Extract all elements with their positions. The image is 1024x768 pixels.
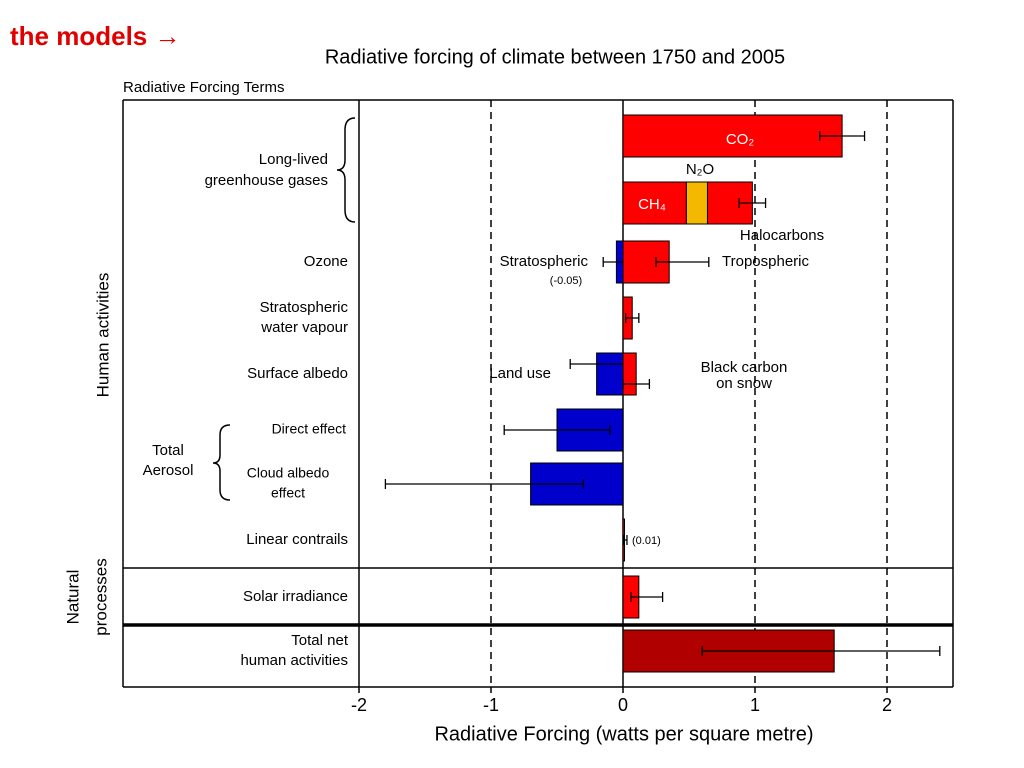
row-label: Ozone <box>304 253 348 270</box>
row-label: Cloud albedo <box>247 465 330 481</box>
bar-label: Black carbon <box>701 359 788 376</box>
value-label: (-0.05) <box>550 275 582 287</box>
row-label: Linear contrails <box>246 531 348 548</box>
error-bar <box>738 198 767 208</box>
row-label: Solar irradiance <box>243 588 348 605</box>
row-label: Stratospheric <box>260 299 349 316</box>
x-tick-label: -1 <box>483 695 499 715</box>
bar-label: Land use <box>489 365 551 382</box>
row-label: Surface albedo <box>247 365 348 382</box>
side-label: processes <box>91 558 110 635</box>
side-label: Human activities <box>93 273 112 398</box>
chart-subtitle: Radiative Forcing Terms <box>123 79 284 96</box>
brace <box>336 117 356 223</box>
row-label: Direct effect <box>272 421 347 437</box>
x-axis-label: Radiative Forcing (watts per square metr… <box>434 723 813 745</box>
page-header: the models → <box>10 21 180 51</box>
row-label: Total net <box>291 632 349 649</box>
row-label: human activities <box>240 652 348 669</box>
bar <box>685 181 708 225</box>
side-label: Natural <box>63 570 82 625</box>
bar-label: Stratospheric <box>500 253 589 270</box>
x-tick-label: 1 <box>750 695 760 715</box>
error-bar <box>624 313 640 323</box>
error-bar <box>622 379 651 389</box>
error-bar <box>819 131 866 141</box>
error-bar <box>701 646 941 656</box>
row-label: water vapour <box>260 319 348 336</box>
bar <box>596 352 624 396</box>
bar-label: on snow <box>716 375 772 392</box>
error-bar <box>622 535 628 545</box>
group-label: greenhouse gases <box>205 172 328 189</box>
group-label: Long-lived <box>259 151 328 168</box>
group-label: Total <box>152 442 184 459</box>
frame <box>122 99 954 688</box>
bar-label: CH₄ <box>638 196 666 213</box>
x-tick-label: -2 <box>351 695 367 715</box>
bar-label: N₂O <box>686 161 714 178</box>
bar <box>622 352 637 396</box>
bar-label: Halocarbons <box>740 227 824 244</box>
x-tick-label: 2 <box>882 695 892 715</box>
bar-label: CO₂ <box>726 131 755 148</box>
row-label: effect <box>271 485 305 501</box>
group-label: Aerosol <box>143 462 194 479</box>
error-bar <box>503 425 611 435</box>
brace <box>212 424 231 501</box>
x-tick-label: 0 <box>618 695 628 715</box>
bar-label: Tropospheric <box>722 253 809 270</box>
chart-title: Radiative forcing of climate between 175… <box>325 46 785 68</box>
error-bar <box>655 257 710 267</box>
error-bar <box>630 592 664 602</box>
bar <box>622 114 843 158</box>
bar <box>622 181 687 225</box>
value-label: (0.01) <box>632 535 661 547</box>
error-bar <box>384 479 585 489</box>
